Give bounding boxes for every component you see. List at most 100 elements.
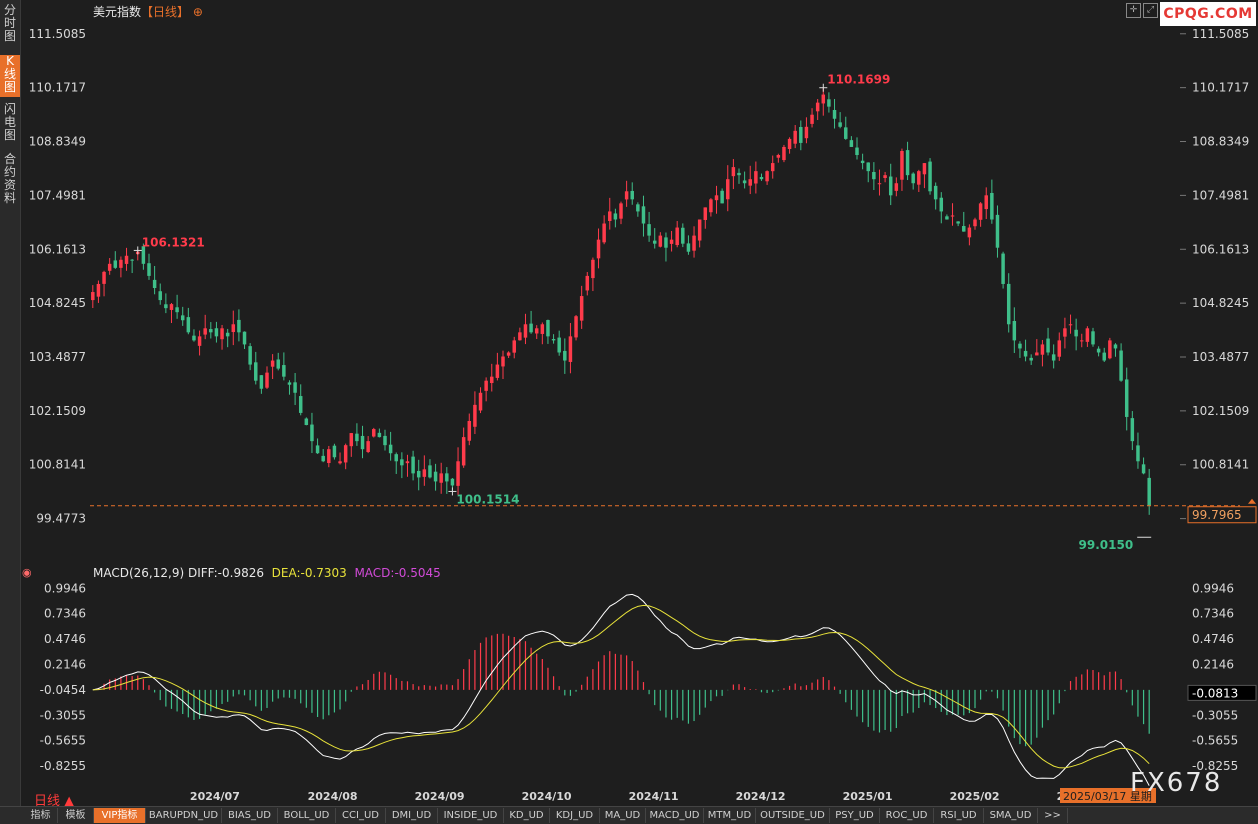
candle-body [973, 219, 977, 227]
indicator-tab[interactable]: KDJ_UD [550, 808, 600, 823]
candle-body [1063, 328, 1067, 337]
x-axis-label: 2024/10 [522, 790, 572, 803]
candle-body [506, 352, 511, 356]
candle-body [1085, 328, 1090, 342]
macd-settings-icon[interactable]: ◉ [22, 566, 32, 579]
dea-line [92, 604, 1150, 769]
candle-body [495, 364, 500, 378]
indicator-tab[interactable]: BIAS_UD [222, 808, 278, 823]
add-symbol-icon[interactable]: ⊕ [192, 5, 203, 19]
indicator-tab[interactable]: SMA_UD [984, 808, 1038, 823]
candle-body [900, 150, 904, 180]
candle-body [130, 259, 134, 261]
candle-body [484, 380, 488, 391]
price-tick-left: 110.1717 [29, 81, 86, 95]
indicator-tab[interactable]: MA_UD [600, 808, 646, 823]
candle-body [315, 445, 320, 454]
candle-body [225, 332, 230, 337]
current-macd-box [1187, 684, 1257, 701]
indicator-tab[interactable]: MTM_UD [704, 808, 756, 823]
candle-body [703, 207, 708, 220]
diff-line [92, 593, 1150, 786]
indicator-tab[interactable]: INSIDE_UD [438, 808, 504, 823]
candle-body [293, 382, 297, 393]
indicator-tab[interactable]: BOLL_UD [278, 808, 336, 823]
candle-body [220, 328, 224, 340]
indicator-tab[interactable]: OUTSIDE_UD [756, 808, 830, 823]
candle-body [827, 99, 831, 107]
candle-body [641, 206, 646, 224]
candle-body [147, 263, 151, 276]
candle-body [422, 469, 427, 477]
period-tag[interactable]: 【日线】 [141, 5, 190, 19]
candle-body [821, 94, 826, 104]
candle-body [540, 324, 545, 334]
macd-tick-left: -0.0454 [40, 683, 86, 697]
low-last-label: 99.0150 [1079, 538, 1134, 552]
candle-body [1096, 348, 1101, 353]
current-price-box [1187, 506, 1257, 524]
candle-body [445, 473, 449, 482]
sidebar-tab-3[interactable]: 合约资料 [3, 152, 16, 205]
price-tick-left: 111.5085 [29, 27, 86, 41]
candle-body [107, 263, 112, 271]
candle-body [726, 179, 730, 200]
candle-body [175, 307, 179, 313]
candle-body [141, 246, 146, 264]
period-selector[interactable]: 日线 ▲ [34, 794, 75, 809]
candle-body [652, 240, 657, 244]
sidebar-tab-2[interactable]: 闪电图 [3, 102, 16, 142]
candle-body [1074, 329, 1078, 337]
indicator-tab[interactable]: MACD_UD [646, 808, 704, 823]
candle-body [731, 167, 736, 177]
candle-body [180, 315, 185, 321]
candle-body [832, 109, 837, 119]
candle-body [1001, 253, 1005, 284]
candle-body [1051, 354, 1056, 361]
candle-body [922, 163, 927, 175]
macd-tick-left: 0.7346 [44, 607, 86, 621]
candle-body [1124, 379, 1129, 417]
candle-body [102, 271, 106, 284]
price-tick-right: 110.1717 [1192, 81, 1249, 95]
macd-tick-left: -0.5655 [40, 734, 86, 748]
indicator-tab[interactable]: 模板 [58, 808, 94, 823]
candle-body [1136, 445, 1140, 462]
price-tick-right: 102.1509 [1192, 404, 1249, 418]
candle-body [372, 429, 376, 437]
indicator-tab[interactable]: VIP指标 [94, 808, 146, 823]
candle-body [1113, 344, 1118, 349]
candle-body [349, 433, 354, 447]
indicator-tab[interactable]: KD_UD [504, 808, 550, 823]
sidebar-tab-0[interactable]: 分时图 [3, 3, 16, 43]
indicator-tab[interactable]: PSY_UD [830, 808, 880, 823]
crosshair-date-box [1060, 788, 1156, 803]
indicator-tab[interactable]: DMI_UD [386, 808, 438, 823]
macd-tick-left: 0.9946 [44, 581, 86, 595]
indicator-tab[interactable]: >> [1038, 808, 1068, 823]
candle-body [782, 146, 786, 161]
price-tick-right: 100.8141 [1192, 458, 1249, 472]
indicator-tab[interactable]: BARUPDN_UD [146, 808, 222, 823]
indicator-tab[interactable]: ROC_UD [880, 808, 934, 823]
indicator-tab[interactable]: RSI_UD [934, 808, 984, 823]
candle-body [1035, 352, 1039, 356]
expand-icon[interactable]: ⤢ [1143, 3, 1158, 18]
indicator-tab[interactable]: 指标 [24, 808, 58, 823]
candle-body [602, 223, 606, 243]
candle-body [456, 461, 460, 486]
crosshair-icon[interactable]: ✛ [1126, 3, 1141, 18]
candle-body [501, 356, 505, 367]
price-tick-right: 103.4877 [1192, 350, 1249, 364]
candle-body [855, 147, 859, 156]
candle-body [1057, 340, 1062, 357]
macd-tick-left: 0.4746 [44, 632, 86, 646]
indicator-tab[interactable]: CCI_UD [336, 808, 386, 823]
x-axis-label: 2025/02 [950, 790, 1000, 803]
candle-body [1119, 350, 1123, 381]
candle-body [304, 418, 309, 426]
candle-body [1108, 340, 1112, 359]
candle-body [962, 226, 966, 232]
